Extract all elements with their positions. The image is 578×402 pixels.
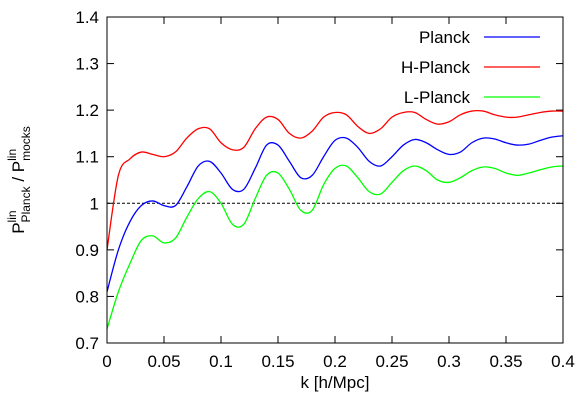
x-tick-label: 0.3 xyxy=(437,352,461,371)
data-line xyxy=(106,135,564,292)
y-axis-label-part: P xyxy=(9,222,28,233)
y-axis-label-part: mocks xyxy=(19,126,33,161)
y-axis-label-part: / P xyxy=(9,161,28,187)
x-tick-label: 0.35 xyxy=(489,352,522,371)
y-axis-label-part: lin xyxy=(5,210,19,222)
data-line xyxy=(106,109,564,250)
x-tick-label: 0 xyxy=(102,352,111,371)
y-axis-label-part: lin xyxy=(5,149,19,161)
y-tick-label: 1.2 xyxy=(75,101,99,120)
y-tick-label: 1.1 xyxy=(75,148,99,167)
x-axis-label: k [h/Mpc] xyxy=(301,373,370,392)
x-tick-label: 0.4 xyxy=(551,352,575,371)
legend-label: H-Planck xyxy=(401,58,470,77)
data-line xyxy=(106,164,564,330)
legend-label: Planck xyxy=(419,28,471,47)
y-tick-label: 0.9 xyxy=(75,241,99,260)
y-axis-label: PlinPlanck / Plinmocks xyxy=(5,126,33,234)
y-axis-label-part: Planck xyxy=(19,185,33,222)
x-tick-label: 0.15 xyxy=(261,352,294,371)
x-tick-label: 0.05 xyxy=(147,352,180,371)
x-tick-label: 0.2 xyxy=(323,352,347,371)
plot-frame xyxy=(106,16,564,344)
y-axis-label-text: PlinPlanck / Plinmocks xyxy=(5,126,33,234)
y-tick-label: 1 xyxy=(90,194,99,213)
legend-label: L-Planck xyxy=(404,88,471,107)
y-tick-label: 0.8 xyxy=(75,287,99,306)
y-tick-label: 1.4 xyxy=(75,8,99,27)
y-tick-label: 0.7 xyxy=(75,334,99,353)
x-tick-label: 0.1 xyxy=(209,352,233,371)
y-tick-label: 1.3 xyxy=(75,55,99,74)
x-tick-label: 0.25 xyxy=(375,352,408,371)
